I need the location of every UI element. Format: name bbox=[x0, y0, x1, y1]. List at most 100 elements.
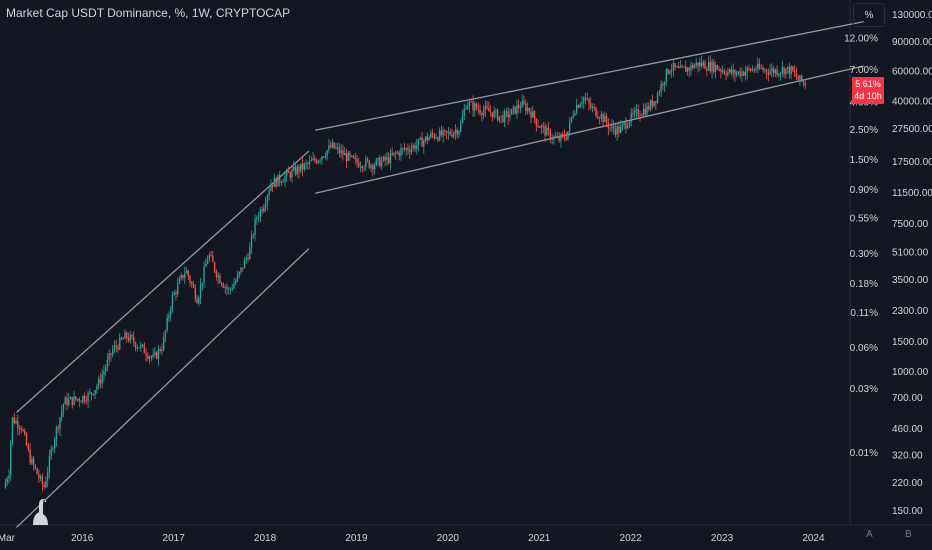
candle-body bbox=[266, 195, 269, 204]
candle-body bbox=[402, 148, 404, 150]
candle-body bbox=[762, 68, 764, 71]
candle-body bbox=[64, 397, 66, 405]
candle-body bbox=[591, 106, 594, 108]
candle-body bbox=[713, 61, 715, 72]
candle-body bbox=[264, 203, 267, 208]
candle-body bbox=[319, 160, 321, 162]
candle-body bbox=[222, 284, 225, 288]
candle-body bbox=[120, 337, 123, 340]
candle-body bbox=[607, 122, 610, 129]
candle-body bbox=[440, 130, 443, 136]
channel-line-1 bbox=[16, 248, 310, 528]
candle-body bbox=[699, 62, 701, 67]
candle-body bbox=[618, 126, 620, 133]
candle-body bbox=[760, 67, 762, 69]
candle-body bbox=[287, 170, 290, 173]
candle-body bbox=[48, 455, 51, 472]
candle-body bbox=[695, 62, 697, 66]
candle-body bbox=[85, 400, 88, 402]
candle-body bbox=[412, 145, 414, 149]
candle-body bbox=[781, 67, 784, 73]
candle-body bbox=[217, 275, 219, 278]
time-axis-label: 2024 bbox=[802, 533, 825, 544]
candle-body bbox=[199, 284, 202, 298]
auto-scale-button[interactable]: A bbox=[866, 529, 873, 540]
candle-body bbox=[481, 113, 483, 116]
candle-body bbox=[598, 117, 601, 119]
candle-body bbox=[799, 75, 801, 80]
candle-body bbox=[261, 209, 263, 212]
candle-body bbox=[423, 140, 425, 147]
candle-body bbox=[238, 271, 240, 276]
candle-body bbox=[435, 137, 437, 139]
candle-body bbox=[4, 482, 7, 488]
candle-body bbox=[76, 399, 79, 401]
candle-body bbox=[106, 359, 109, 368]
candle-body bbox=[278, 175, 281, 183]
channel-line-0 bbox=[16, 150, 310, 413]
candle-body bbox=[460, 122, 462, 132]
candle-body bbox=[586, 99, 588, 101]
percent-axis-label: 7.00% bbox=[850, 65, 878, 76]
candle-body bbox=[623, 122, 625, 124]
candle-body bbox=[493, 110, 495, 118]
value-axis-label: 220.00 bbox=[892, 478, 923, 489]
candle-body bbox=[187, 270, 189, 277]
candle-body bbox=[43, 484, 45, 488]
candle-body bbox=[340, 150, 342, 154]
percent-toggle-button[interactable]: % bbox=[853, 3, 885, 27]
candle-body bbox=[785, 68, 787, 75]
candle-body bbox=[386, 157, 388, 161]
candle-body bbox=[61, 410, 63, 418]
candle-body bbox=[213, 262, 216, 272]
candle-body bbox=[417, 139, 420, 145]
log-scale-button[interactable]: B bbox=[905, 529, 912, 540]
candle-body bbox=[231, 288, 233, 290]
candle-body bbox=[734, 69, 736, 75]
candle-body bbox=[484, 106, 487, 111]
candle-body bbox=[310, 160, 313, 162]
candle-body bbox=[739, 71, 741, 77]
candle-body bbox=[11, 417, 14, 442]
candle-body bbox=[579, 104, 581, 108]
candle-body bbox=[444, 130, 446, 132]
candle-body bbox=[138, 347, 140, 349]
candle-body bbox=[605, 115, 608, 123]
candle-body bbox=[177, 283, 179, 294]
candle-body bbox=[723, 70, 726, 74]
candle-body bbox=[22, 429, 24, 431]
candle-body bbox=[110, 353, 112, 355]
candle-body bbox=[39, 476, 42, 479]
candle-body bbox=[757, 63, 759, 70]
candle-body bbox=[737, 71, 740, 74]
value-axis-label: 700.00 bbox=[892, 393, 923, 404]
candle-body bbox=[489, 111, 492, 113]
candle-body bbox=[384, 156, 386, 161]
candle-body bbox=[307, 163, 309, 165]
candle-body bbox=[83, 395, 86, 401]
candle-body bbox=[344, 153, 346, 156]
candle-body bbox=[324, 156, 327, 158]
candle-body bbox=[637, 109, 639, 116]
candle-body bbox=[331, 142, 334, 148]
candle-body bbox=[263, 207, 265, 212]
candle-body bbox=[20, 428, 23, 430]
candle-body bbox=[282, 181, 284, 183]
candle-body bbox=[210, 254, 212, 256]
candle-body bbox=[655, 101, 657, 103]
candle-body bbox=[363, 167, 365, 169]
candle-body bbox=[430, 133, 432, 138]
candle-body bbox=[97, 379, 100, 387]
candle-body bbox=[53, 439, 56, 449]
candle-body bbox=[649, 100, 652, 110]
candle-body bbox=[328, 145, 330, 151]
candle-body bbox=[663, 81, 666, 86]
candle-body bbox=[273, 178, 276, 187]
candle-body bbox=[69, 397, 72, 400]
candle-body bbox=[192, 284, 195, 288]
candle-body bbox=[553, 136, 555, 140]
candle-body bbox=[786, 66, 789, 69]
candle-body bbox=[452, 132, 455, 137]
candle-body bbox=[178, 278, 181, 284]
